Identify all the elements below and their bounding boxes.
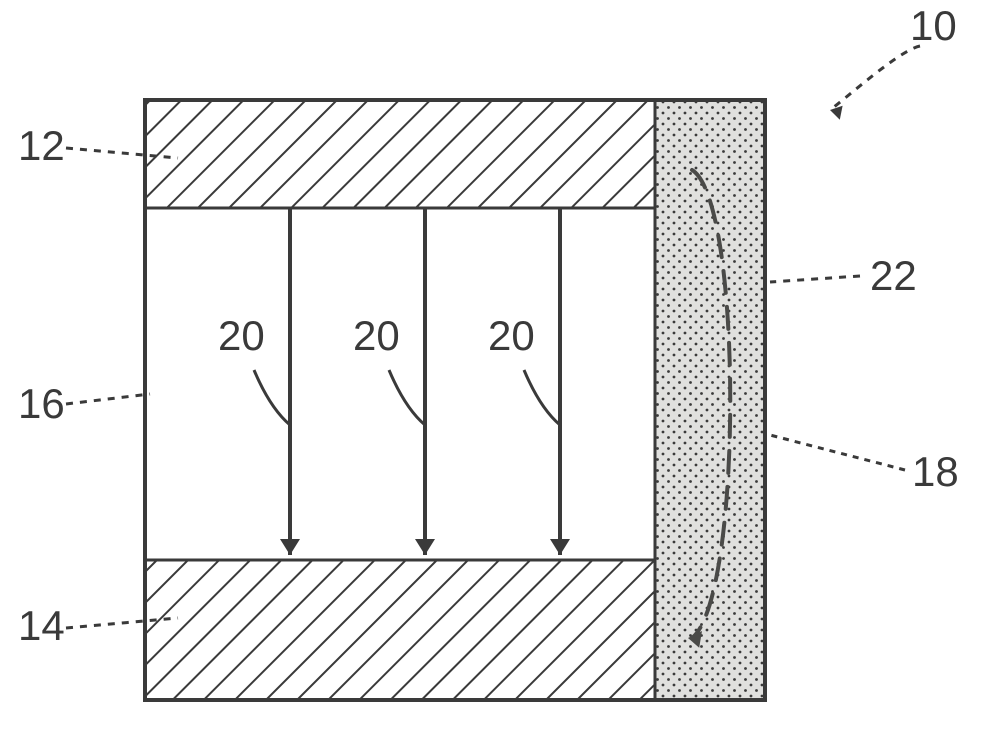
device-cross-section (145, 100, 765, 700)
ref-20a: 20 (218, 312, 265, 359)
ref-18: 18 (912, 448, 959, 495)
ref-20b: 20 (353, 312, 400, 359)
ref-20c: 20 (488, 312, 535, 359)
layer-16 (145, 208, 655, 560)
leader-line (770, 276, 860, 282)
figure: 10 12 14 16 18 20 20 20 22 (0, 0, 1000, 743)
leader-line (770, 435, 905, 470)
ref-16: 16 (18, 380, 65, 427)
ref-10: 10 (910, 2, 957, 49)
layer-14 (145, 560, 655, 700)
leader-line (66, 394, 150, 404)
leader-curve (830, 46, 920, 110)
layer-12 (145, 100, 655, 208)
ref-12: 12 (18, 122, 65, 169)
ref-22: 22 (870, 252, 917, 299)
ref-14: 14 (18, 602, 65, 649)
